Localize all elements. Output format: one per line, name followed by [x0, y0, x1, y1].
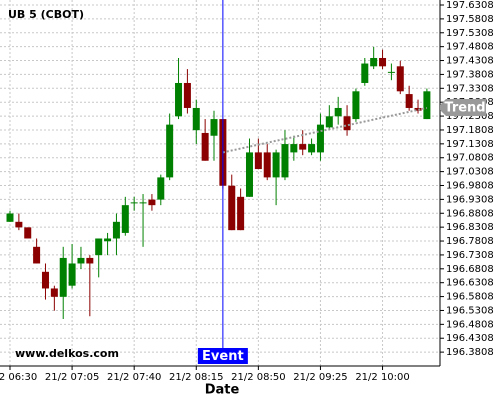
y-tick-label: 197.2308: [446, 111, 494, 122]
candle-body: [254, 152, 262, 170]
trend-tag-bg: [440, 98, 486, 116]
candle-body: [352, 91, 360, 120]
candle-body: [263, 152, 271, 178]
y-tick-label: 197.4808: [446, 42, 494, 53]
candle-body: [33, 246, 41, 264]
candle-body: [281, 144, 289, 178]
candle-body: [316, 124, 324, 153]
candle-body: [423, 91, 431, 120]
candle-body: [334, 107, 342, 117]
chart-title: UB 5 (CBOT): [8, 8, 84, 21]
trend-line: [222, 106, 428, 154]
x-tick-label: 21/2 10:00: [355, 372, 409, 383]
candle-body: [370, 57, 378, 67]
candle-body: [41, 271, 49, 289]
candle-body: [6, 213, 14, 222]
y-tick-label: 197.5808: [446, 14, 494, 25]
candle-body: [175, 82, 183, 117]
candle-body: [24, 227, 32, 239]
candle-body: [112, 221, 120, 239]
x-tick-label: 21/2 08:15: [169, 372, 223, 383]
y-tick-label: 196.5308: [446, 305, 494, 316]
y-tick-label: 196.5808: [446, 292, 494, 303]
candle-body: [405, 94, 413, 108]
watermark: www.delkos.com: [15, 347, 119, 360]
x-axis-label: Date: [205, 383, 240, 398]
y-tick-label: 197.1808: [446, 125, 494, 136]
candle-body: [121, 205, 129, 233]
y-tick-label: 196.3808: [446, 347, 494, 358]
candle-body: [396, 66, 404, 92]
y-tick-label: 196.8808: [446, 208, 494, 219]
x-tick-label: 21/2 07:05: [45, 372, 99, 383]
event-tag-bg: [197, 348, 248, 364]
candle-body: [237, 196, 245, 231]
candle-body: [104, 238, 112, 242]
candle-body: [86, 257, 94, 264]
event-tag-label: Event: [202, 349, 244, 364]
x-tick-label: 21/2 08:50: [231, 372, 285, 383]
candle-body: [68, 263, 76, 286]
candle-body: [139, 202, 147, 204]
y-tick-label: 196.9808: [446, 181, 494, 192]
y-tick-label: 196.9308: [446, 194, 494, 205]
candle-body: [130, 202, 138, 204]
candle-body: [361, 63, 369, 83]
y-tick-label: 196.6308: [446, 278, 494, 289]
candle-body: [272, 152, 280, 178]
y-tick-label: 197.1308: [446, 139, 494, 150]
y-tick-label: 197.5308: [446, 28, 494, 39]
candle-body: [77, 257, 85, 264]
candle-body: [210, 119, 218, 136]
candle-body: [228, 185, 236, 231]
y-tick-label: 197.6308: [446, 0, 494, 11]
candle-body: [15, 221, 23, 228]
y-tick-label: 197.3308: [446, 83, 494, 94]
candle-body: [148, 199, 156, 206]
trend-tag-label: Trend: [444, 100, 485, 115]
y-tick-label: 196.4808: [446, 319, 494, 330]
y-tick-label: 196.8308: [446, 222, 494, 233]
candle-body: [299, 144, 307, 150]
x-tick-label: 21/2 09:25: [293, 372, 347, 383]
y-tick-label: 197.4308: [446, 56, 494, 67]
y-tick-label: 196.7808: [446, 236, 494, 247]
candle-body: [387, 71, 395, 73]
candle-body: [59, 257, 67, 297]
y-tick-label: 196.6808: [446, 264, 494, 275]
candle-body: [290, 144, 298, 153]
y-tick-label: 196.7308: [446, 250, 494, 261]
y-tick-label: 197.0308: [446, 167, 494, 178]
x-tick-label: 21/2 06:30: [0, 372, 37, 383]
candle-body: [343, 116, 351, 131]
x-tick-label: 21/2 07:40: [107, 372, 161, 383]
candle-body: [201, 132, 209, 161]
y-tick-label: 197.3808: [446, 69, 494, 80]
candle-body: [157, 177, 165, 200]
y-tick-label: 197.0808: [446, 153, 494, 164]
candle-body: [166, 124, 174, 178]
candle-body: [50, 288, 58, 297]
candle-body: [325, 116, 333, 128]
y-tick-label: 196.4308: [446, 333, 494, 344]
candle-body: [379, 57, 387, 67]
candle-body: [95, 238, 103, 256]
candle-body: [183, 82, 191, 108]
candle-body: [245, 152, 253, 197]
candle-body: [192, 107, 200, 131]
candle-body: [308, 144, 316, 153]
candle-body: [414, 107, 422, 111]
